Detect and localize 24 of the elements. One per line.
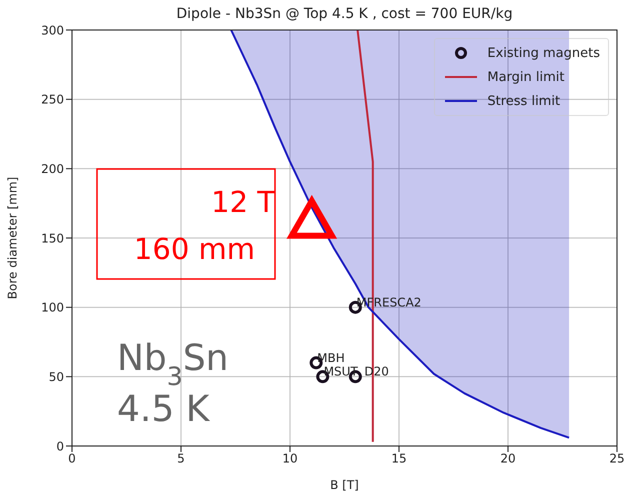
y-tick-label: 200 — [41, 162, 64, 176]
x-axis-title: B [T] — [330, 478, 359, 492]
chart-title: Dipole - Nb3Sn @ Top 4.5 K , cost = 700 EUR/kg — [175, 6, 514, 22]
annotation: 4.5 K — [117, 389, 211, 430]
y-tick-label: 300 — [41, 23, 64, 38]
annotation: Nb$_{3}$Sn — [117, 338, 228, 390]
annotation: 160 mm — [134, 232, 255, 266]
x-tick-label: 25 — [609, 452, 625, 466]
annotation: 12 T — [211, 185, 276, 219]
y-tick-label: 250 — [41, 92, 64, 107]
x-tick-label: 20 — [500, 452, 516, 466]
x-tick-label: 15 — [391, 452, 407, 466]
y-tick-label: 0 — [56, 439, 64, 454]
legend-label: Margin limit — [487, 70, 565, 84]
annotation: MBH — [317, 350, 345, 365]
y-tick-label: 100 — [41, 300, 64, 315]
legend-label: Stress limit — [487, 94, 560, 108]
y-axis-title: Bore diameter [mm] — [5, 176, 20, 300]
x-tick-label: 0 — [68, 452, 76, 466]
y-tick-label: 150 — [41, 231, 64, 246]
legend-label: Existing magnets — [487, 46, 600, 60]
x-tick-label: 5 — [177, 452, 185, 466]
y-tick-label: 50 — [48, 370, 64, 384]
x-tick-label: 10 — [282, 452, 298, 466]
